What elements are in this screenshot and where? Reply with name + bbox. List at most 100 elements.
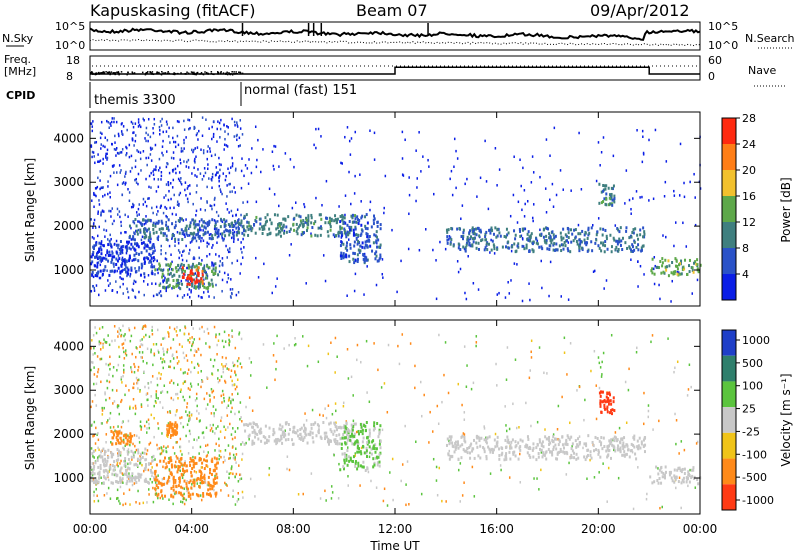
echo-cell [610,456,613,460]
echo-cell [225,229,228,233]
echo-cell [296,232,299,236]
echo-cell [631,230,634,234]
noise-cell [206,241,209,245]
noise-cell [211,457,213,461]
noise-cell [197,294,200,298]
noise-cell [125,231,127,234]
noise-cell [475,344,477,348]
echo-cell [131,479,134,483]
noise-cell [147,382,149,385]
echo-cell [483,447,486,451]
echo-cell [232,231,235,235]
noise-cell [538,346,541,349]
noise-cell [386,410,389,414]
noise-cell [216,171,218,175]
noise-cell [645,497,648,501]
noise-cell [610,333,613,337]
echo-cell [314,421,317,425]
echo-cell [282,217,285,221]
noise-cell [211,125,213,129]
noise-cell [519,158,521,162]
noise-cell [132,289,134,292]
echo-cell [613,194,616,198]
echo-cell [152,256,155,260]
noise-cell [238,333,240,336]
echo-cell [378,257,381,261]
noise-cell [108,373,110,376]
echo-cell [171,422,174,426]
echo-cell [283,430,286,434]
noise-cell [381,258,384,261]
echo-cell [275,233,278,237]
echo-cell [505,452,508,456]
noise-cell [101,413,104,416]
echo-cell [93,255,96,259]
echo-cell [667,259,670,263]
echo-cell [352,455,355,459]
echo-cell [119,247,122,251]
noise-cell [612,154,615,158]
freq-point [102,71,104,73]
echo-cell [198,469,201,473]
noise-cell [174,244,176,248]
echo-cell [191,467,194,471]
noise-cell [132,386,135,390]
echo-cell [615,245,618,249]
noise-cell [242,496,244,499]
echo-cell [300,435,303,439]
echo-cell [214,230,217,234]
noise-cell [152,131,155,135]
noise-cell [215,333,217,336]
echo-cell [374,252,377,256]
echo-cell [204,269,207,273]
noise-cell [163,279,166,282]
noise-cell [157,351,160,354]
echo-cell [511,438,514,442]
noise-cell [128,191,131,194]
noise-cell [171,260,173,264]
noise-cell [246,167,249,170]
echo-cell [545,241,548,245]
noise-cell [221,257,224,260]
noise-cell [507,280,509,284]
noise-cell [402,174,405,177]
echo-cell [278,439,281,443]
echo-cell [211,487,214,491]
echo-cell [555,437,558,441]
echo-cell [215,472,218,476]
echo-cell [446,235,449,239]
echo-cell [379,227,382,231]
noise-cell [140,169,142,172]
noise-cell [215,173,217,176]
echo-cell [349,246,352,250]
echo-cell [344,232,347,236]
echo-cell [447,453,450,457]
echo-cell [219,225,222,229]
echo-cell [489,231,492,235]
noise-cell [164,205,166,209]
noise-cell [117,452,119,455]
noise-cell [602,351,605,355]
echo-cell [138,473,141,477]
echo-cell [104,449,107,453]
noise-cell [155,393,157,396]
noise-cell [200,498,203,502]
noise-cell [194,174,196,177]
echo-cell [119,250,122,254]
noise-cell [197,138,199,141]
echo-cell [129,432,132,436]
noise-cell [145,333,147,337]
freq-point [156,71,159,74]
echo-cell [143,260,146,264]
echo-cell [200,470,203,474]
noise-cell [106,238,109,241]
noise-cell [241,157,243,160]
noise-cell [199,481,202,485]
echo-cell [661,261,664,265]
echo-cell [248,224,251,228]
echo-cell [496,227,499,231]
echo-cell [155,463,158,467]
noise-cell [162,350,165,353]
noise-cell [647,415,650,419]
echo-cell [198,456,201,460]
